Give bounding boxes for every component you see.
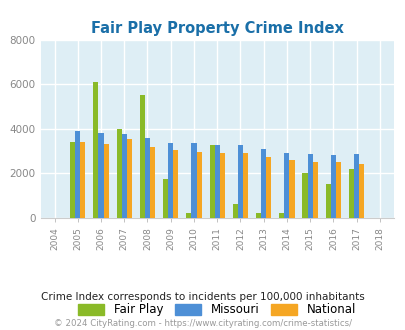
Bar bbox=[80, 142, 85, 218]
Bar bbox=[209, 146, 214, 218]
Bar bbox=[243, 153, 247, 218]
Bar bbox=[330, 155, 335, 218]
Bar bbox=[93, 82, 98, 218]
Bar bbox=[103, 144, 109, 218]
Bar bbox=[219, 153, 224, 218]
Bar bbox=[122, 134, 126, 218]
Bar bbox=[191, 143, 196, 218]
Bar bbox=[289, 160, 294, 218]
Bar bbox=[196, 152, 201, 218]
Bar bbox=[163, 179, 168, 218]
Bar bbox=[186, 214, 191, 218]
Bar bbox=[284, 153, 289, 218]
Bar bbox=[256, 214, 260, 218]
Bar bbox=[116, 129, 121, 218]
Bar bbox=[150, 147, 155, 218]
Bar bbox=[70, 142, 75, 218]
Bar bbox=[232, 205, 237, 218]
Bar bbox=[353, 154, 358, 218]
Bar bbox=[168, 143, 173, 218]
Bar bbox=[325, 184, 330, 218]
Bar bbox=[237, 146, 243, 218]
Text: © 2024 CityRating.com - https://www.cityrating.com/crime-statistics/: © 2024 CityRating.com - https://www.city… bbox=[54, 319, 351, 328]
Text: Crime Index corresponds to incidents per 100,000 inhabitants: Crime Index corresponds to incidents per… bbox=[41, 292, 364, 302]
Bar bbox=[126, 139, 132, 218]
Bar bbox=[307, 154, 312, 218]
Bar bbox=[214, 146, 219, 218]
Bar bbox=[302, 173, 307, 218]
Bar bbox=[139, 95, 145, 218]
Bar bbox=[279, 214, 284, 218]
Title: Fair Play Property Crime Index: Fair Play Property Crime Index bbox=[91, 21, 343, 36]
Bar bbox=[335, 162, 340, 218]
Legend: Fair Play, Missouri, National: Fair Play, Missouri, National bbox=[74, 299, 360, 321]
Bar bbox=[348, 169, 353, 218]
Bar bbox=[358, 164, 363, 218]
Bar bbox=[266, 156, 271, 218]
Bar bbox=[312, 162, 317, 218]
Bar bbox=[145, 138, 150, 218]
Bar bbox=[173, 150, 178, 218]
Bar bbox=[75, 131, 80, 218]
Bar bbox=[260, 149, 266, 218]
Bar bbox=[98, 133, 103, 218]
